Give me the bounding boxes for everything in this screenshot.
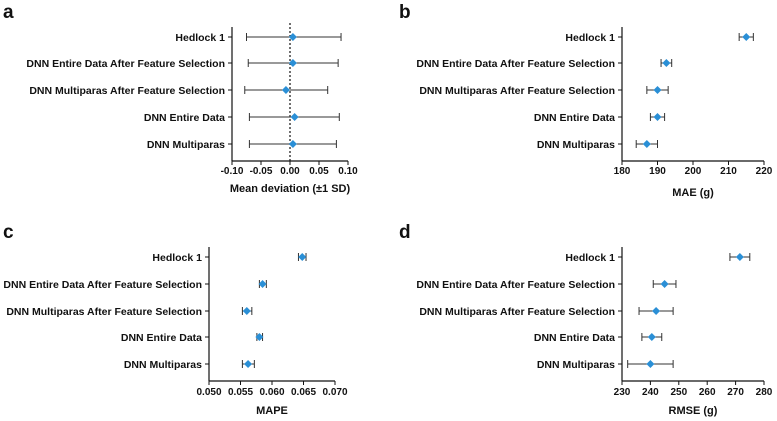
category-label: DNN Entire Data After Feature Selection	[3, 279, 202, 291]
category-label: DNN Entire Data After Feature Selection	[416, 279, 615, 291]
category-label: Hedlock 1	[175, 32, 225, 44]
x-tick-label: -0.10	[221, 166, 244, 177]
data-point	[290, 113, 299, 121]
category-label: DNN Multiparas After Feature Selection	[29, 85, 225, 97]
x-tick-label: -0.05	[250, 166, 273, 177]
data-point	[242, 307, 251, 315]
x-axis-title: RMSE (g)	[669, 405, 718, 417]
category-label: Hedlock 1	[565, 252, 615, 264]
data-point	[642, 140, 651, 148]
x-tick-label: 210	[720, 166, 737, 177]
category-label: DNN Multiparas	[537, 359, 615, 371]
category-label: DNN Entire Data	[534, 112, 615, 124]
panel-b: b 180 190 200 210 220 MAE (g) Hedlock 1 DNN Enti…	[399, 2, 773, 199]
x-tick-label: 0.070	[322, 387, 347, 398]
x-tick-label: 230	[614, 387, 631, 398]
x-tick-label: 0.065	[291, 387, 316, 398]
data-point	[244, 360, 253, 368]
category-label: DNN Entire Data	[121, 332, 202, 344]
x-tick-label: 270	[727, 387, 744, 398]
category-label: DNN Entire Data After Feature Selection	[416, 58, 615, 70]
data-point	[735, 253, 744, 261]
x-tick-label: 190	[649, 166, 666, 177]
category-label: DNN Multiparas After Feature Selection	[419, 85, 615, 97]
x-tick-label: 0.00	[280, 166, 300, 177]
x-tick-label: 280	[756, 387, 773, 398]
category-label: DNN Entire Data	[534, 332, 615, 344]
x-axis-title: MAPE	[256, 405, 288, 417]
data-point	[255, 333, 264, 341]
data-point	[258, 280, 267, 288]
x-tick-label: 200	[685, 166, 702, 177]
x-axis-title: MAE (g)	[672, 187, 714, 199]
x-tick-label: 250	[670, 387, 687, 398]
panel-letter: c	[3, 222, 14, 243]
category-label: DNN Multiparas	[147, 139, 225, 151]
x-tick-label: 260	[699, 387, 716, 398]
panel-letter: a	[3, 2, 14, 23]
data-point	[662, 59, 671, 67]
data-point	[660, 280, 669, 288]
data-point	[288, 59, 297, 67]
data-point	[647, 333, 656, 341]
data-point	[652, 307, 661, 315]
panel-d: d 230 240 250 260 270 280 RMSE (g) Hedlock 1 DNN …	[399, 222, 773, 417]
panel-letter: d	[399, 222, 411, 243]
data-point	[288, 140, 297, 148]
category-label: DNN Entire Data After Feature Selection	[26, 58, 225, 70]
data-point	[288, 33, 297, 41]
category-label: Hedlock 1	[565, 32, 615, 44]
data-point	[653, 113, 662, 121]
category-label: DNN Multiparas	[124, 359, 202, 371]
panel-letter: b	[399, 2, 411, 23]
x-tick-label: 240	[642, 387, 659, 398]
panel-c: c 0.050 0.055 0.060 0.065 0.070 MAPE Hedlock 1 D…	[3, 222, 348, 417]
category-label: DNN Multiparas	[537, 139, 615, 151]
x-tick-label: 0.055	[228, 387, 253, 398]
x-tick-label: 0.050	[196, 387, 221, 398]
data-point	[742, 33, 751, 41]
category-label: Hedlock 1	[152, 252, 202, 264]
x-tick-label: 0.060	[259, 387, 284, 398]
category-label: DNN Multiparas After Feature Selection	[419, 306, 615, 318]
x-tick-label: 220	[756, 166, 773, 177]
x-tick-label: 180	[614, 166, 631, 177]
x-tick-label: 0.10	[338, 166, 358, 177]
x-tick-label: 0.05	[309, 166, 329, 177]
category-label: DNN Multiparas After Feature Selection	[6, 306, 202, 318]
data-point	[646, 360, 655, 368]
panel-a: a -0.10 -0.05 0.00 0.05 0.10 Mean deviation (±…	[3, 2, 358, 195]
data-point	[653, 86, 662, 94]
data-point	[298, 253, 307, 261]
data-point	[281, 86, 290, 94]
x-axis-title: Mean deviation (±1 SD)	[230, 183, 351, 195]
category-label: DNN Entire Data	[144, 112, 225, 124]
